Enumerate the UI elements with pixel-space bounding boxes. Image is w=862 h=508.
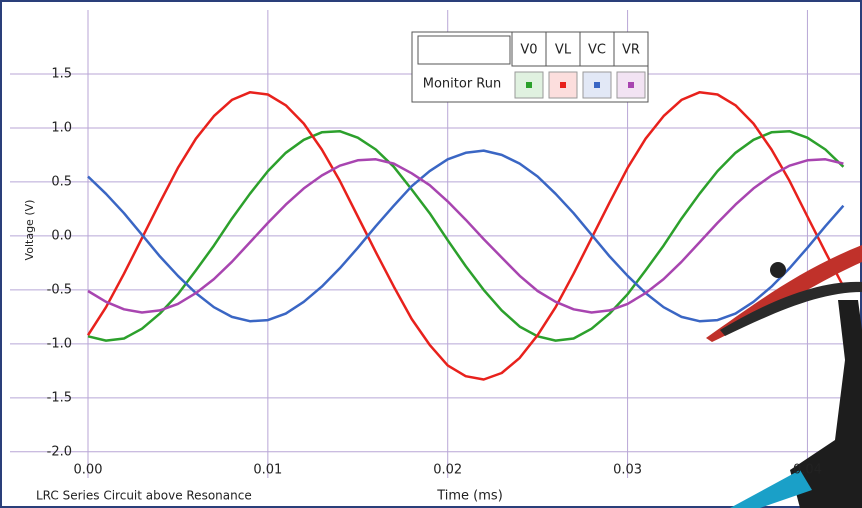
y-tick-label: -0.5 <box>47 282 72 297</box>
clip <box>770 262 786 278</box>
legend-cell <box>613 31 649 67</box>
legend-swatch <box>560 82 566 88</box>
x-tick-label: 0.04 <box>793 463 822 478</box>
series-line <box>86 91 845 381</box>
cable-photo <box>706 245 862 508</box>
y-tick-label: 0.0 <box>51 228 72 243</box>
legend-cell <box>417 35 511 65</box>
legend-swatch <box>594 82 600 88</box>
y-tick-label: 1.0 <box>51 120 72 135</box>
cable <box>720 281 862 336</box>
legend-swatch <box>526 82 532 88</box>
y-tick-label: 1.5 <box>51 66 72 81</box>
legend-swatch <box>628 82 634 88</box>
legend: Monitor Run V0 VL VC VR <box>411 31 649 103</box>
series-line <box>87 149 845 323</box>
legend-label: VR <box>622 43 640 58</box>
y-tick-label: -1.0 <box>47 336 72 351</box>
legend-label: VC <box>588 43 606 58</box>
clip <box>790 300 862 508</box>
y-tick-label: -1.5 <box>47 390 72 405</box>
lines <box>86 91 845 381</box>
x-tick-label: 0.03 <box>613 463 642 478</box>
legend-swatch-bg <box>514 71 544 99</box>
x-tick-label: 0.01 <box>253 463 282 478</box>
legend-label: V0 <box>520 43 537 58</box>
grid <box>10 10 860 478</box>
chart-title: LRC Series Circuit above Resonance <box>36 489 252 503</box>
y-tick-label: 0.5 <box>51 174 72 189</box>
legend-label: VL <box>555 43 572 58</box>
x-axis-label: Time (ms) <box>436 489 503 504</box>
legend-header: Monitor Run <box>423 77 501 92</box>
wire <box>730 470 812 508</box>
series-line <box>87 158 844 314</box>
x-tick-label: 0.02 <box>433 463 462 478</box>
x-tick-label: 0.00 <box>74 463 103 478</box>
y-tick-label: -2.0 <box>47 444 72 459</box>
legend-box <box>411 31 649 103</box>
y-axis-label: Voltage (V) <box>23 200 36 261</box>
series-line <box>87 129 845 342</box>
